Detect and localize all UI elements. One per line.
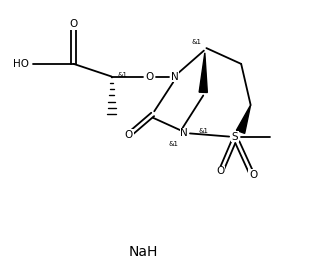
Text: &1: &1 <box>168 141 178 147</box>
Text: N: N <box>180 129 188 139</box>
Text: &1: &1 <box>198 128 209 134</box>
Text: O: O <box>125 130 133 140</box>
Polygon shape <box>199 53 207 93</box>
Polygon shape <box>236 105 251 133</box>
Text: O: O <box>70 19 78 29</box>
Text: O: O <box>217 166 225 176</box>
Text: N: N <box>171 72 179 82</box>
Text: O: O <box>145 72 154 82</box>
Text: O: O <box>249 170 257 180</box>
Text: &1: &1 <box>192 39 202 45</box>
Text: HO: HO <box>13 59 30 69</box>
Text: S: S <box>232 131 238 141</box>
Text: NaH: NaH <box>128 245 158 259</box>
Text: &1: &1 <box>117 72 127 78</box>
